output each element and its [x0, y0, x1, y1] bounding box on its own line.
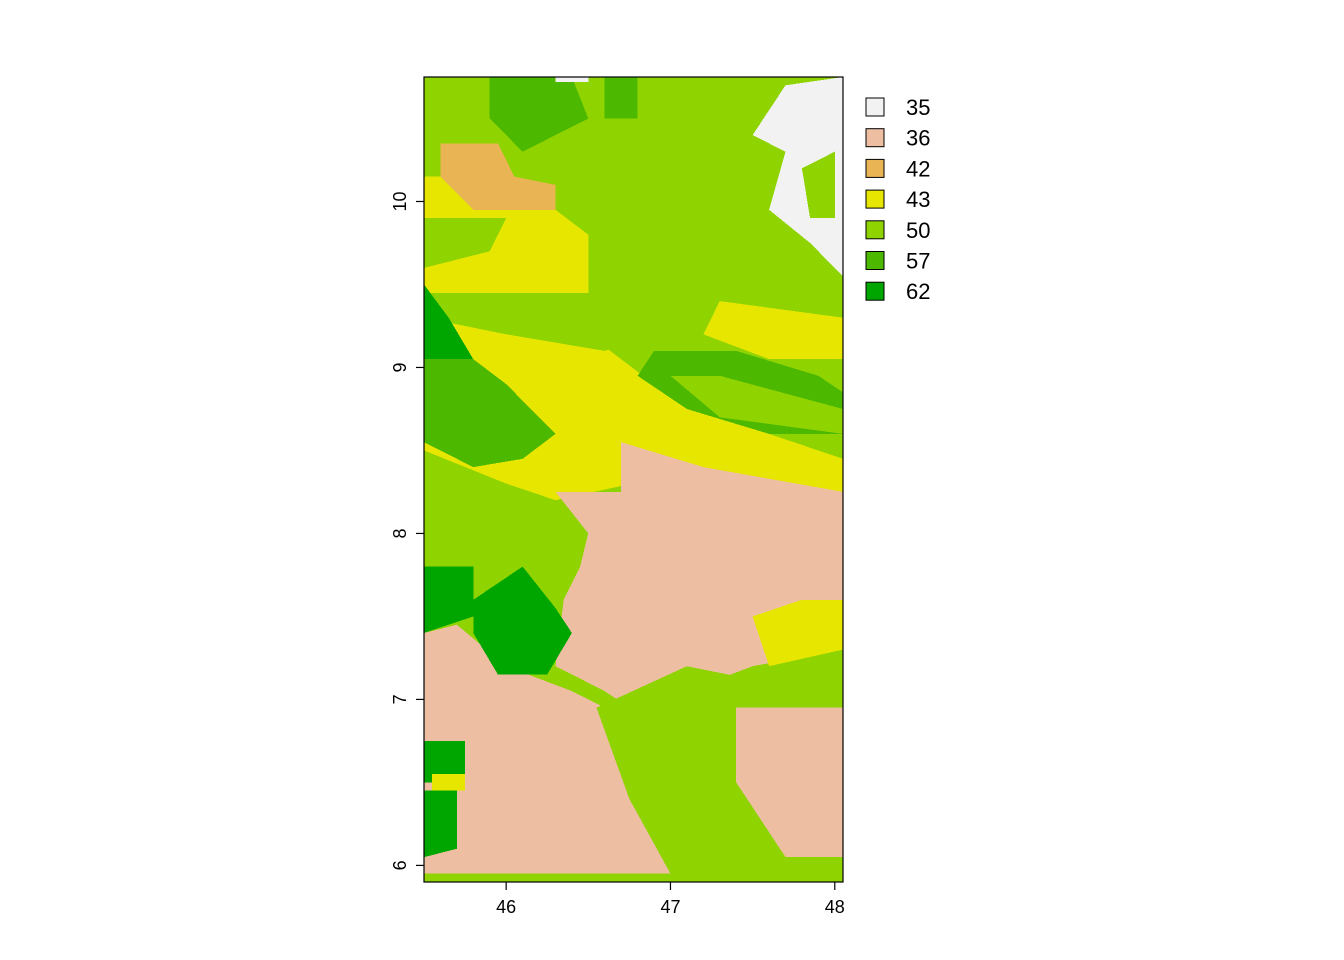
y-tick-label: 9	[390, 362, 410, 372]
raster-region-43	[703, 301, 843, 360]
raster-region-35	[555, 77, 589, 82]
legend-swatch	[865, 281, 885, 301]
legend-swatch	[865, 220, 885, 240]
legend-label: 42	[906, 156, 930, 181]
legend-swatch	[865, 97, 885, 117]
raster-region-50	[424, 218, 507, 268]
raster-region-62	[424, 566, 474, 633]
legend-swatch	[865, 158, 885, 178]
y-tick-label: 6	[390, 860, 410, 870]
raster-region-62	[424, 790, 457, 858]
x-tick-label: 46	[496, 897, 516, 917]
raster-region-36	[736, 707, 843, 858]
x-tick-label: 48	[825, 897, 845, 917]
raster-region-57	[489, 77, 589, 152]
y-axis: 6 7 8 9 10	[390, 191, 424, 870]
raster-region-62	[473, 566, 572, 675]
y-tick-label: 7	[390, 694, 410, 704]
y-tick-label: 10	[390, 191, 410, 211]
raster-region-57	[604, 77, 638, 119]
raster-region-42	[440, 143, 556, 210]
legend-label: 57	[906, 249, 930, 274]
raster-regions	[424, 77, 843, 874]
legend-swatch	[865, 251, 885, 270]
plot-frame	[423, 76, 844, 883]
legend-label: 36	[906, 126, 930, 151]
raster-region-36	[424, 624, 671, 874]
y-tick-label: 8	[390, 528, 410, 538]
raster-region-50	[424, 292, 654, 351]
legend-label: 50	[906, 218, 930, 243]
x-axis: 46 47 48	[496, 882, 845, 917]
raster-region-43	[432, 774, 466, 791]
raster-region-35	[752, 77, 843, 277]
raster-region-62	[424, 740, 466, 783]
legend-swatch	[865, 128, 885, 148]
raster-region-62	[424, 284, 474, 368]
raster-region-50	[670, 375, 843, 434]
legend-label: 35	[906, 95, 930, 120]
raster-region-50	[801, 151, 835, 219]
legend: 35 36 42 43 50 57 62	[865, 95, 930, 304]
legend-label: 62	[906, 279, 930, 304]
raster-region-57	[424, 359, 556, 468]
legend-swatch	[865, 189, 885, 209]
raster-region-43	[752, 599, 843, 667]
x-tick-label: 47	[660, 897, 680, 917]
legend-label: 43	[906, 187, 930, 212]
